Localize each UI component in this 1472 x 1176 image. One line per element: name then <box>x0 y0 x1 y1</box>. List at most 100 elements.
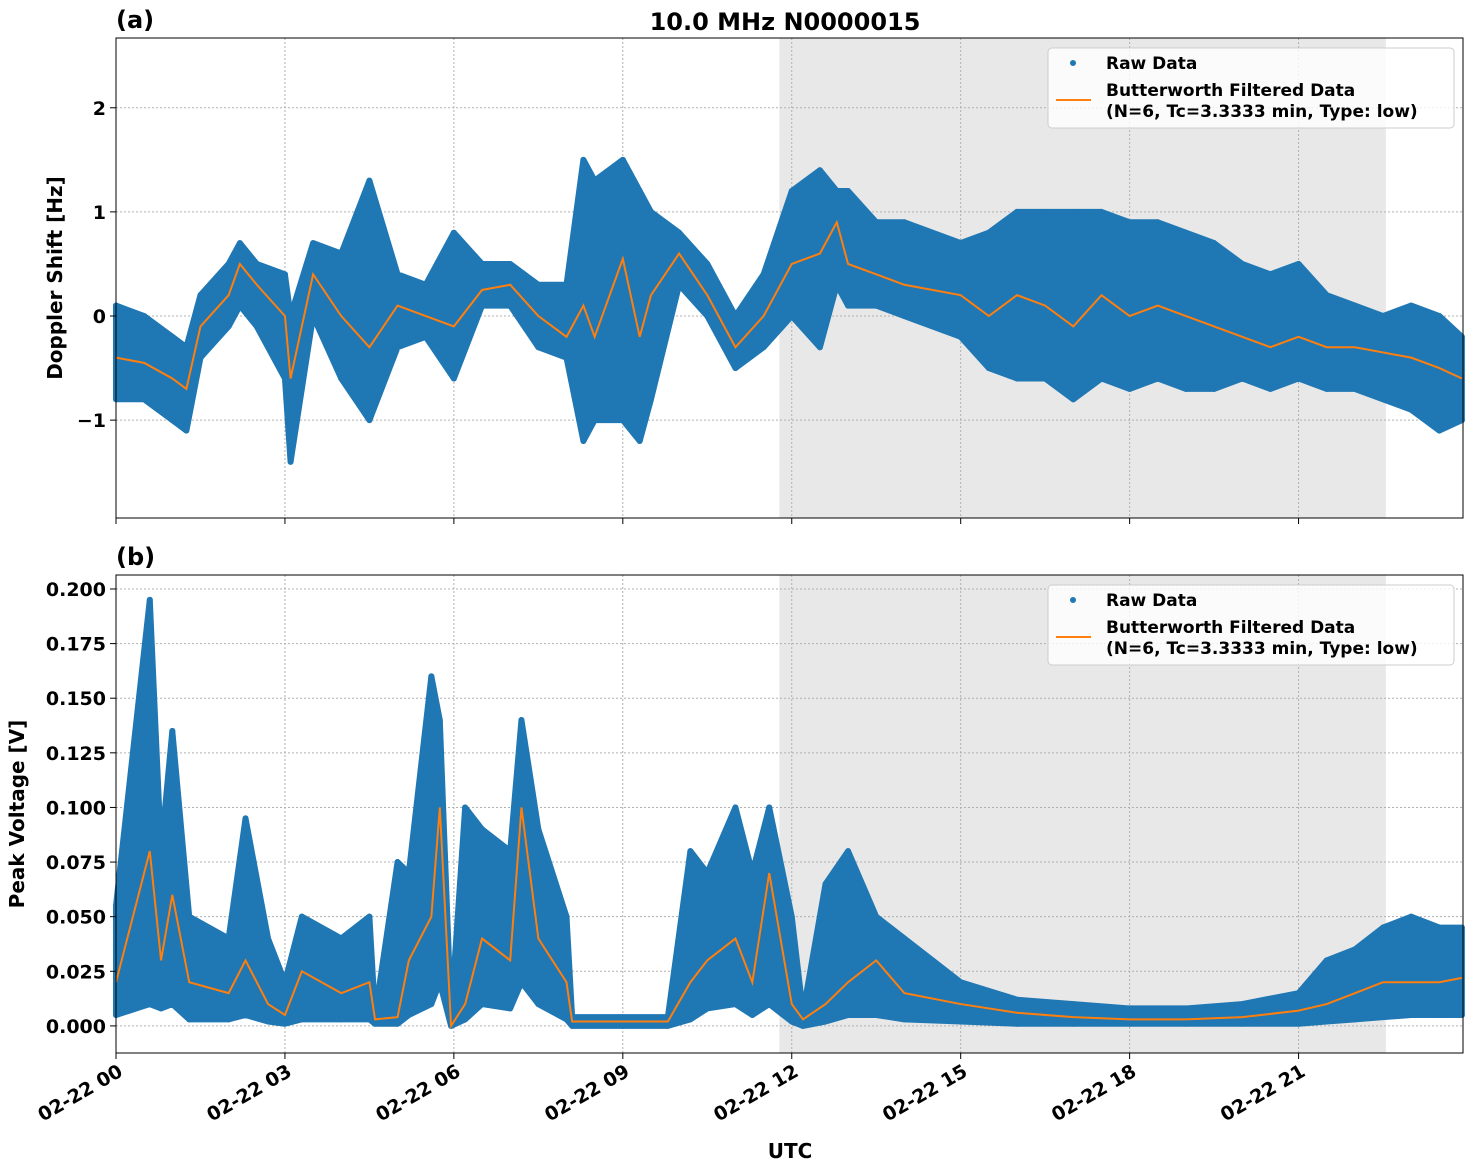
raw-data-point <box>1239 375 1246 382</box>
raw-data-point <box>225 323 232 330</box>
raw-data-point <box>394 859 401 866</box>
raw-data-point <box>704 260 711 267</box>
raw-data-point <box>1211 385 1218 392</box>
raw-data-point <box>158 848 165 855</box>
raw-data-point <box>1436 313 1443 320</box>
raw-data-point <box>619 1014 626 1021</box>
raw-data-point <box>687 848 694 855</box>
raw-data-point <box>788 188 795 195</box>
raw-data-point <box>636 188 643 195</box>
raw-data-point <box>845 1011 852 1018</box>
raw-data-point <box>1267 271 1274 278</box>
raw-data-point <box>788 313 795 320</box>
raw-data-point <box>281 1020 288 1027</box>
raw-data-point <box>1267 385 1274 392</box>
raw-data-point <box>845 848 852 855</box>
raw-data-point <box>873 219 880 226</box>
raw-data-point <box>732 365 739 372</box>
raw-data-point <box>146 1001 153 1008</box>
raw-data-point <box>298 1016 305 1023</box>
raw-data-point <box>310 313 317 320</box>
raw-data-point <box>873 302 880 309</box>
raw-data-point <box>833 281 840 288</box>
raw-data-point <box>1042 208 1049 215</box>
raw-data-point <box>647 396 654 403</box>
raw-data-point <box>569 1022 576 1029</box>
raw-data-point <box>957 979 964 986</box>
raw-data-point <box>1014 1020 1021 1027</box>
raw-data-point <box>1098 375 1105 382</box>
raw-data-point <box>1070 1020 1077 1027</box>
raw-data-point <box>479 302 486 309</box>
x-tick-label: 02-22 06 <box>372 1060 464 1126</box>
raw-data-point <box>580 437 587 444</box>
raw-data-point <box>169 417 176 424</box>
raw-data-point <box>450 375 457 382</box>
x-tick-label: 02-22 03 <box>203 1060 295 1126</box>
raw-data-point <box>1458 924 1465 931</box>
raw-data-point <box>788 1018 795 1025</box>
raw-data-point <box>1126 1005 1133 1012</box>
raw-data-point <box>985 229 992 236</box>
raw-data-point <box>676 229 683 236</box>
raw-data-point <box>405 869 412 876</box>
raw-data-point <box>636 437 643 444</box>
raw-data-point <box>788 913 795 920</box>
panel-a: −1 0 1 2 (a) Doppler Shift [Hz] Raw Data Butter… <box>43 6 1465 524</box>
raw-data-point <box>1408 1011 1415 1018</box>
raw-data-point <box>242 1011 249 1018</box>
raw-data-point <box>479 826 486 833</box>
raw-data-point <box>366 177 373 184</box>
raw-data-point <box>760 271 767 278</box>
raw-data-point <box>822 880 829 887</box>
raw-data-point <box>749 1011 756 1018</box>
raw-data-point <box>816 167 823 174</box>
raw-data-point <box>141 396 148 403</box>
raw-data-point <box>1408 913 1415 920</box>
raw-data-point <box>1126 385 1133 392</box>
raw-data-point <box>1380 396 1387 403</box>
raw-data-point <box>1380 924 1387 931</box>
legend-filtered-params: (N=6, Tc=3.3333 min, Type: low) <box>1106 102 1418 122</box>
x-tick-label: 02-22 15 <box>879 1060 971 1126</box>
raw-data-point <box>265 1018 272 1025</box>
legend-raw-label: Raw Data <box>1106 591 1197 611</box>
raw-data-point <box>1182 385 1189 392</box>
y-tick-label: 0.025 <box>46 961 106 983</box>
raw-data-point <box>822 1018 829 1025</box>
raw-data-point <box>563 913 570 920</box>
raw-data-point <box>436 979 443 986</box>
raw-data-point <box>1458 417 1465 424</box>
raw-data-point <box>845 188 852 195</box>
raw-data-point <box>450 229 457 236</box>
y-tick-label: 0.175 <box>46 634 106 656</box>
y-tick-label: 0.150 <box>46 688 106 710</box>
raw-data-point <box>766 1001 773 1008</box>
raw-data-point <box>535 1001 542 1008</box>
raw-data-point <box>957 1018 964 1025</box>
raw-data-point <box>186 1016 193 1023</box>
raw-data-point <box>338 375 345 382</box>
raw-data-point <box>253 260 260 267</box>
x-tick-label: 02-22 18 <box>1048 1060 1140 1126</box>
raw-data-point <box>183 427 190 434</box>
raw-data-point <box>1182 1005 1189 1012</box>
raw-data-point <box>366 417 373 424</box>
raw-data-point <box>1295 1020 1302 1027</box>
x-tick-label: 02-22 12 <box>710 1060 802 1126</box>
raw-data-point <box>563 1016 570 1023</box>
x-tick-label: 02-22 00 <box>34 1060 126 1126</box>
legend-raw-marker <box>1070 597 1076 603</box>
y-tick-label: 0.000 <box>46 1016 106 1038</box>
raw-data-point <box>394 1020 401 1027</box>
panel-label: (b) <box>116 543 155 571</box>
raw-data-point <box>394 271 401 278</box>
raw-data-point <box>535 281 542 288</box>
raw-data-point <box>1408 406 1415 413</box>
raw-data-point <box>158 1005 165 1012</box>
raw-data-point <box>1351 946 1358 953</box>
raw-data-point <box>225 935 232 942</box>
raw-data-point <box>985 365 992 372</box>
raw-data-point <box>957 240 964 247</box>
raw-data-point <box>619 1022 626 1029</box>
